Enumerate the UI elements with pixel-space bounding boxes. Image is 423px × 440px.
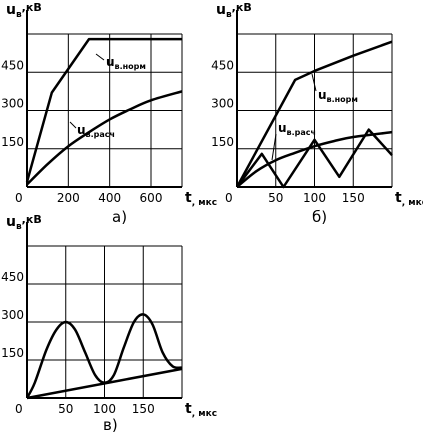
y-tick-label: 150 (1, 135, 24, 149)
series-label: uв.расч (77, 123, 115, 139)
y-tick-label: 450 (1, 58, 24, 72)
series-line-b-1 (236, 130, 393, 188)
y-axis-label: uв,кВ (6, 1, 42, 20)
chart-caption: в) (103, 416, 118, 434)
x-tick-label: 100 (303, 191, 326, 205)
x-axis-label: t, мкс (395, 190, 423, 208)
y-axis-label: uв,кВ (6, 213, 42, 232)
x-tick-label: 150 (342, 191, 365, 205)
x-tick-label: 0 (15, 402, 23, 416)
series-line-b-0 (235, 40, 393, 188)
series-line-a-1 (26, 90, 183, 186)
y-tick-label: 150 (211, 135, 234, 149)
series-label: uв.расч (278, 121, 316, 137)
y-tick-label: 450 (211, 58, 234, 72)
y-tick-label: 150 (1, 346, 24, 360)
y-tick-label: 300 (1, 308, 24, 322)
x-tick-label: 50 (58, 402, 73, 416)
series-line-a-0 (25, 37, 182, 183)
chart-caption: б) (312, 208, 327, 226)
x-tick-label: 0 (225, 191, 233, 205)
y-axis-label: uв,кВ (216, 1, 252, 20)
label-leader (311, 73, 317, 92)
x-axis-label: t, мкс (185, 190, 217, 208)
x-tick-label: 600 (140, 191, 163, 205)
series-line-c-1 (26, 367, 183, 400)
chart-c: 150 300 450 0 50 100 150 uв,кВ t, мкс в) (1, 213, 217, 434)
label-leader (271, 133, 277, 161)
series-label: uв.норм (106, 55, 146, 71)
x-tick-label: 150 (132, 402, 155, 416)
x-tick-label: 200 (57, 191, 80, 205)
y-tick-label: 300 (1, 97, 24, 111)
x-tick-label: 0 (15, 191, 23, 205)
chart-b: 150 300 450 0 50 100 150 uв,кВ t, мкс uв.норм uв.р… (211, 1, 423, 226)
x-tick-label: 50 (268, 191, 283, 205)
chart-caption: а) (112, 208, 127, 226)
label-leader (95, 53, 105, 61)
series-line-b-2 (235, 128, 393, 189)
x-tick-label: 100 (93, 402, 116, 416)
series-label: uв.норм (318, 88, 358, 104)
y-tick-label: 300 (211, 97, 234, 111)
label-leader (69, 121, 77, 129)
chart-a: 150 300 450 0 200 400 600 uв,кВ t, мкс uв.норм uв.… (1, 1, 217, 226)
y-tick-label: 450 (1, 270, 24, 284)
x-tick-label: 400 (98, 191, 121, 205)
x-axis-label: t, мкс (185, 401, 217, 419)
